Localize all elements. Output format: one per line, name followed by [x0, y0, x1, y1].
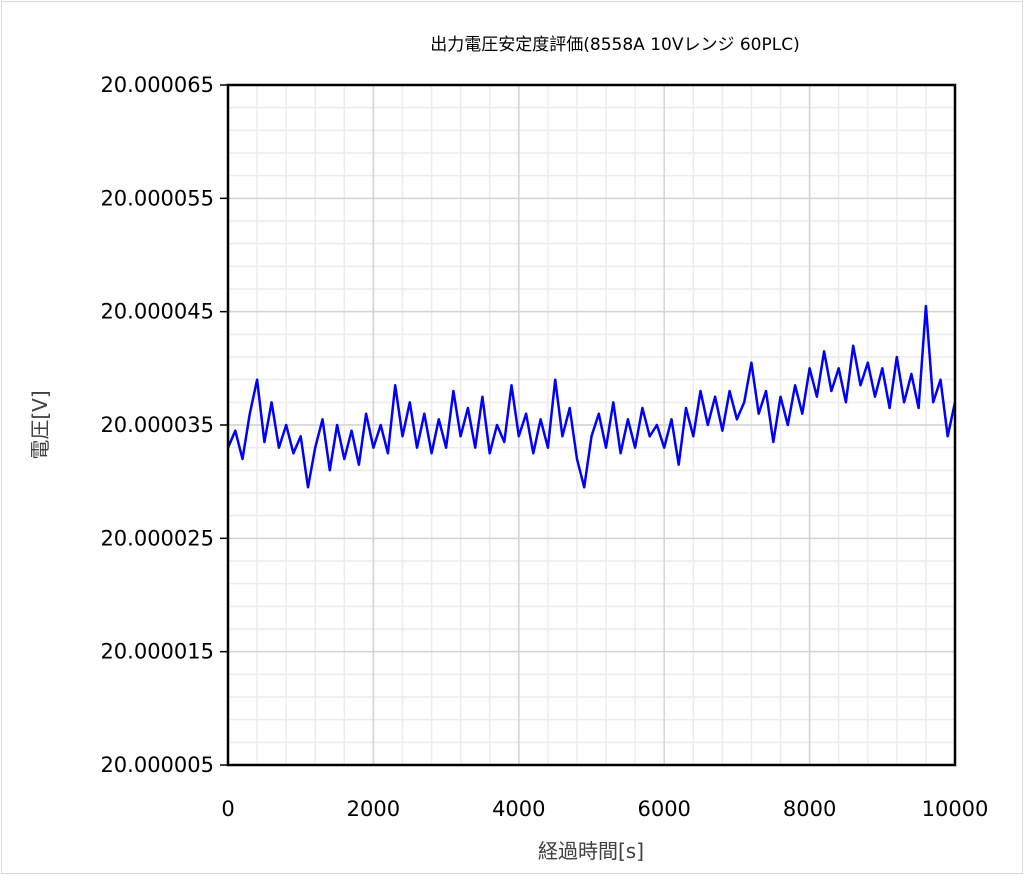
x-tick-label: 6000 [637, 797, 690, 821]
x-tick-label: 8000 [783, 797, 836, 821]
y-tick-label: 20.000045 [100, 300, 214, 324]
x-tick-label: 4000 [492, 797, 545, 821]
x-tick-label: 10000 [922, 797, 989, 821]
y-tick-label: 20.000055 [100, 186, 214, 210]
y-tick-label: 20.000005 [100, 753, 214, 777]
plot-area-border [226, 83, 957, 767]
y-axis-title: 電圧[V] [28, 390, 52, 459]
series-line [226, 304, 957, 489]
chart-title: 出力電圧安定度評価(8558A 10Vレンジ 60PLC) [430, 35, 799, 55]
y-tick-labels: 20.000005 20.000015 20.000025 20.000035 20.0… [100, 73, 214, 777]
y-tick-label: 20.000025 [100, 526, 214, 550]
x-axis-title: 経過時間[s] [538, 839, 644, 863]
y-tick-label: 20.000015 [100, 640, 214, 664]
series [226, 304, 957, 489]
x-tick-labels: 0 2000 4000 6000 8000 10000 [221, 797, 988, 821]
y-tick-label: 20.000065 [100, 73, 214, 97]
x-tick-label: 2000 [347, 797, 400, 821]
y-tick-label: 20.000035 [100, 413, 214, 437]
x-tick-label: 0 [221, 797, 234, 821]
grid [220, 84, 956, 766]
